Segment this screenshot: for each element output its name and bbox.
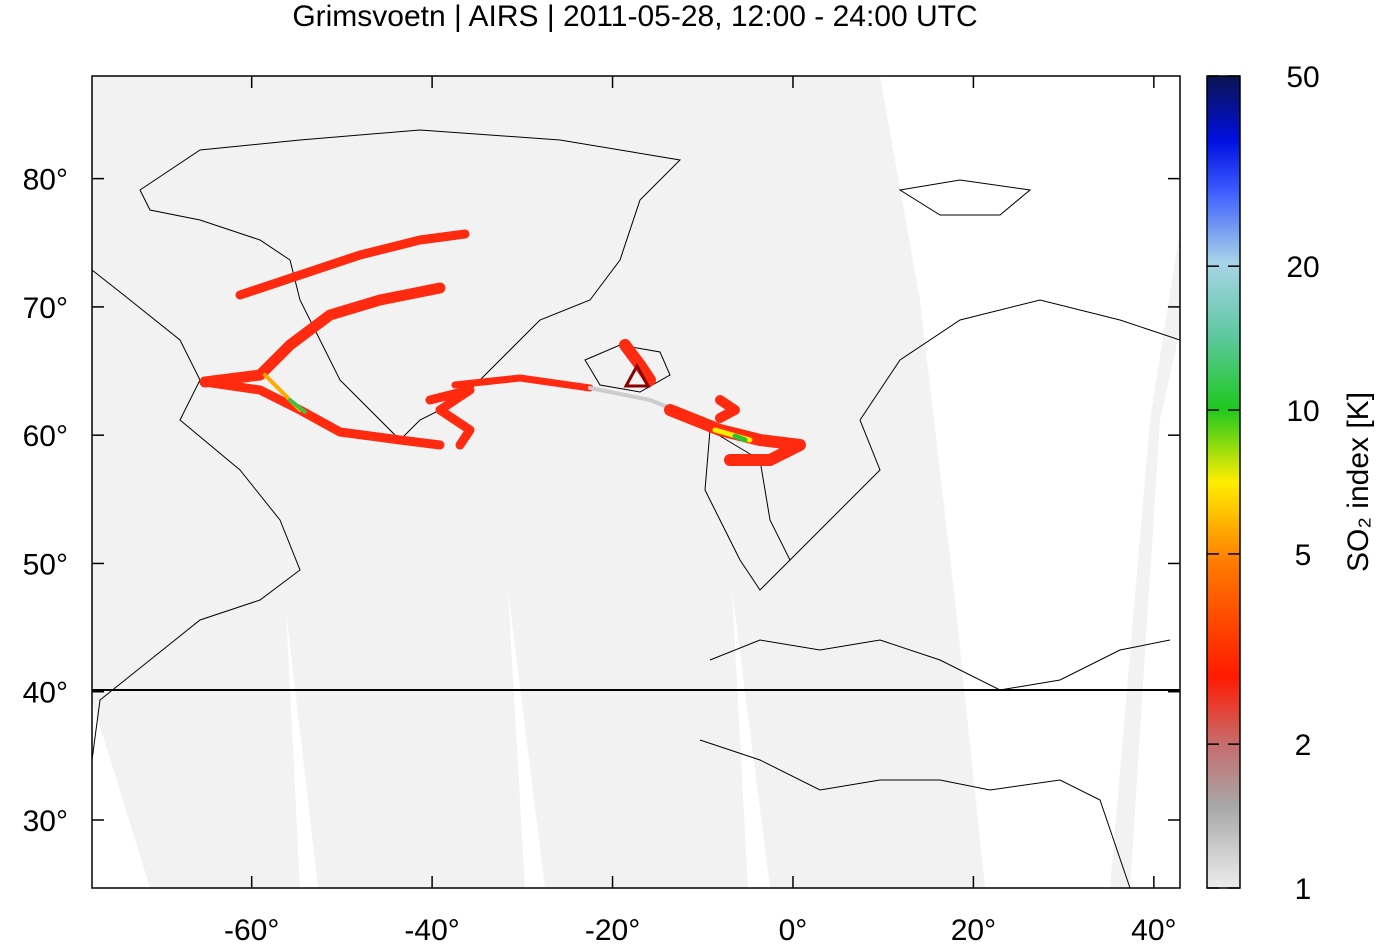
plot-frame	[91, 75, 1181, 889]
colorbar-tick-label: 2	[1295, 729, 1312, 762]
colorbar-tick-label: 20	[1286, 251, 1319, 284]
plume	[715, 395, 740, 423]
x-tick-label: -40°	[404, 914, 459, 947]
y-tick-label: 30°	[23, 805, 68, 838]
x-tick-label: -60°	[224, 914, 279, 947]
plume	[619, 339, 656, 386]
map-title: Grimsvoetn | AIRS | 2011-05-28, 12:00 - …	[292, 0, 977, 33]
so2-plume	[199, 229, 806, 466]
volcano-marker	[623, 362, 651, 388]
plume	[235, 229, 470, 300]
colorbar-tick-label: 10	[1286, 395, 1319, 428]
plume	[200, 377, 445, 450]
plume	[199, 282, 446, 388]
coastline	[92, 269, 301, 761]
y-tick-label: 60°	[23, 420, 68, 453]
plume	[425, 385, 475, 450]
colorbar	[1206, 75, 1241, 889]
x-tick-label: 0°	[779, 914, 808, 947]
y-tick-label: 40°	[23, 677, 68, 710]
colorbar-tick-label: 50	[1286, 61, 1319, 94]
colorbar-tick-label: 1	[1295, 873, 1312, 906]
x-tick-label: -20°	[585, 914, 640, 947]
map-area	[92, 76, 1180, 888]
swath-gap	[508, 590, 545, 888]
colorbar-tick-label: 5	[1295, 539, 1312, 572]
coastline	[898, 179, 1032, 216]
x-tick-label: 20°	[951, 914, 996, 947]
swath-gap	[732, 590, 770, 888]
x-tick-label: 40°	[1131, 914, 1176, 947]
plume	[664, 404, 806, 466]
colorbar-label: SO₂ index [K]	[1342, 392, 1375, 572]
swath-gap	[92, 700, 150, 888]
y-tick-label: 50°	[23, 548, 68, 581]
y-tick-label: 70°	[23, 292, 68, 325]
coastline	[699, 739, 1131, 888]
coastline	[704, 429, 791, 591]
plume	[732, 433, 748, 443]
plume	[288, 398, 307, 414]
swath-gap	[286, 610, 318, 888]
plume	[451, 374, 594, 392]
coastline	[709, 639, 1171, 691]
y-tick-label: 80°	[23, 164, 68, 197]
swath-gap	[880, 76, 1180, 888]
coastline	[789, 299, 1180, 561]
swath-gap	[1130, 330, 1180, 888]
